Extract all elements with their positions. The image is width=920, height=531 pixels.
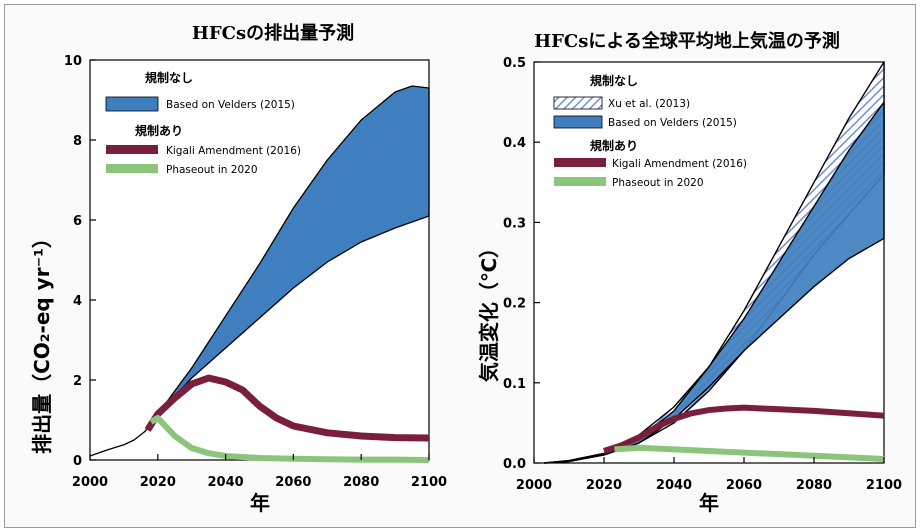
y-tick-label: 0.4	[503, 136, 526, 151]
temperature-y-axis-label: 気温変化（℃）	[477, 238, 501, 382]
x-tick-label: 2100	[411, 475, 447, 490]
y-tick-label: 0.5	[503, 56, 526, 71]
x-tick-label: 2100	[866, 478, 902, 493]
temperature-chart: HFCsによる全球平均地上気温の予測 2000 2020 2040 2060 2080 2…	[477, 30, 902, 515]
y-tick-label: 0.3	[503, 216, 526, 231]
series-based-on-velders-2015-band	[157, 85, 430, 415]
emissions-y-axis-label: 排出量（CO₂-eq yr⁻¹）	[30, 228, 54, 454]
x-tick-label: 2080	[796, 478, 832, 493]
series-kigali-amendment-2016-line	[144, 374, 430, 442]
legend-swatch-phaseout	[554, 177, 606, 186]
legend-label-phaseout: Phaseout in 2020	[612, 177, 704, 189]
series-phaseout-in-2020-line	[614, 444, 885, 462]
emissions-chart-title: HFCsの排出量予測	[192, 22, 354, 44]
emissions-x-axis-label: 年	[250, 491, 270, 515]
y-tick-label: 4	[73, 294, 82, 309]
x-tick-label: 2040	[208, 475, 244, 490]
y-tick-label: 0.0	[503, 457, 526, 472]
figure-frame: HFCsの排出量予測 2000 2020 2040 2060 2080 2100 0 2 4 6 8…	[4, 4, 916, 528]
x-tick-label: 2060	[275, 475, 311, 490]
temperature-x-axis-label: 年	[699, 491, 719, 515]
chart-figure: HFCsの排出量予測 2000 2020 2040 2060 2080 2100 0 2 4 6 8…	[30, 22, 902, 515]
x-tick-label: 2040	[656, 478, 692, 493]
legend-heading-no-regulation: 規制なし	[145, 70, 193, 85]
x-tick-label: 2060	[726, 478, 762, 493]
legend-label-phaseout: Phaseout in 2020	[166, 164, 258, 176]
y-tick-label: 0	[73, 454, 82, 469]
legend-heading-no-regulation: 規制なし	[590, 73, 638, 88]
legend-swatch-xu	[553, 96, 603, 110]
x-tick-label: 2080	[343, 475, 379, 490]
legend-label-kigali: Kigali Amendment (2016)	[166, 145, 301, 157]
legend-swatch-kigali	[106, 145, 158, 154]
emissions-chart: HFCsの排出量予測 2000 2020 2040 2060 2080 2100 0 2 4 6 8…	[30, 22, 447, 515]
emissions-legend: 規制なし Based on Velders (2015) 規制あり Kigali…	[105, 70, 301, 176]
legend-label-velders: Based on Velders (2015)	[608, 117, 737, 129]
y-tick-label: 0.1	[503, 377, 526, 392]
x-tick-label: 2000	[72, 475, 108, 490]
legend-label-velders: Based on Velders (2015)	[166, 99, 295, 111]
legend-label-kigali: Kigali Amendment (2016)	[612, 158, 747, 170]
x-tick-label: 2020	[140, 475, 176, 490]
y-tick-label: 6	[73, 214, 82, 229]
y-tick-label: 10	[64, 54, 82, 69]
series-kigali-amendment-2016-line	[603, 404, 885, 454]
legend-heading-regulation: 規制あり	[590, 138, 638, 153]
legend-label-xu: Xu et al. (2013)	[608, 98, 690, 110]
legend-swatch-phaseout	[106, 164, 158, 173]
y-tick-label: 0.2	[503, 297, 526, 312]
temperature-chart-title: HFCsによる全球平均地上気温の予測	[534, 30, 840, 52]
x-tick-label: 2000	[516, 478, 552, 493]
legend-swatch-kigali	[554, 158, 606, 167]
legend-heading-regulation: 規制あり	[135, 123, 183, 138]
legend-swatch-velders	[105, 96, 159, 112]
legend-swatch-velders	[553, 115, 603, 129]
temperature-legend: 規制なし Xu et al. (2013) Based on Velders (…	[553, 73, 747, 189]
y-tick-label: 2	[73, 374, 82, 389]
series-phaseout-in-2020-line	[149, 415, 430, 463]
x-tick-label: 2020	[586, 478, 622, 493]
y-tick-label: 8	[73, 134, 82, 149]
